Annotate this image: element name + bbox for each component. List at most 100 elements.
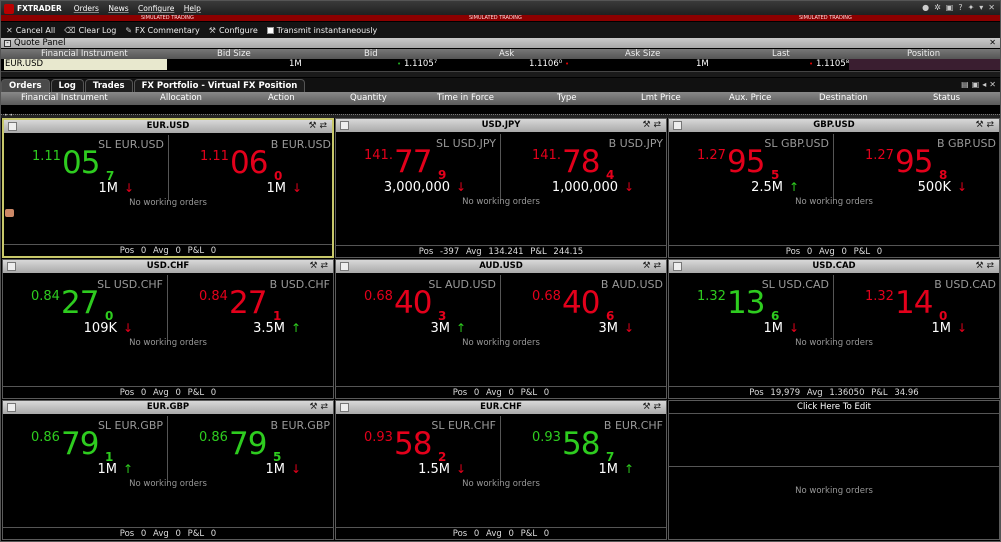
- fx-tile-usd-jpy[interactable]: USD.JPY ⚒ ⇄ SL USD.JPY 141. 77 9 3,000,000 ↓ B U…: [335, 118, 667, 258]
- col-status[interactable]: Status: [933, 93, 961, 103]
- col-type[interactable]: Type: [557, 93, 577, 103]
- swap-icon[interactable]: ⇄: [653, 402, 661, 412]
- sell-price-button[interactable]: SL GBP.USD 1.27 95 5 2.5M ↑: [669, 134, 834, 199]
- tab-orders[interactable]: Orders: [1, 79, 50, 92]
- col-ask[interactable]: Ask: [499, 49, 515, 59]
- sell-price-button[interactable]: SL EUR.USD 1.11 05 7 1M ↓: [4, 135, 169, 200]
- col-bid[interactable]: Bid: [364, 49, 378, 59]
- empty-tile[interactable]: Click Here To Edit No working orders: [668, 400, 1000, 540]
- pin-icon[interactable]: ✦: [967, 3, 975, 12]
- quote-instrument[interactable]: EUR.USD: [4, 59, 167, 70]
- wrench-icon[interactable]: ⚒: [309, 261, 321, 271]
- quote-bid[interactable]: 1.1105⁷: [404, 59, 438, 69]
- sell-price-button[interactable]: SL USD.CHF 0.84 27 0 109K ↓: [3, 275, 168, 340]
- lock-icon[interactable]: ▣: [945, 3, 954, 12]
- col-destination[interactable]: Destination: [819, 93, 868, 103]
- quote-row[interactable]: EUR.USD 1M • 1.1105⁷ 1.1106⁰ • 1M • 1.11…: [1, 59, 1000, 70]
- fx-tile-usd-cad[interactable]: USD.CAD ⚒ ⇄ SL USD.CAD 1.32 13 6 1M ↓ B USD.CAD 1…: [668, 259, 1000, 399]
- wrench-icon[interactable]: ⚒: [308, 121, 320, 131]
- col-aux-price[interactable]: Aux. Price: [729, 93, 772, 103]
- quote-ask[interactable]: 1.1106⁰: [529, 59, 563, 69]
- wrench-icon[interactable]: ⚒: [975, 120, 987, 130]
- buy-price-button[interactable]: B USD.CAD 1.32 14 0 1M ↓: [835, 275, 999, 340]
- clear-log-button[interactable]: ⌫ Clear Log: [64, 26, 116, 35]
- chevron-down-icon[interactable]: ▾: [979, 3, 984, 12]
- swap-icon[interactable]: ⇄: [319, 121, 327, 131]
- sell-price-button[interactable]: SL EUR.GBP 0.86 79 1 1M ↑: [3, 416, 168, 481]
- wrench-icon[interactable]: ⚒: [642, 120, 654, 130]
- tab-log[interactable]: Log: [50, 79, 84, 92]
- buy-price-button[interactable]: B GBP.USD 1.27 95 8 500K ↓: [835, 134, 999, 199]
- currency-icon[interactable]: [340, 403, 349, 412]
- sell-price-button[interactable]: SL AUD.USD 0.68 40 3 3M ↑: [336, 275, 501, 340]
- lock-icon[interactable]: ▣: [971, 80, 980, 89]
- wrench-icon[interactable]: ⚒: [309, 402, 321, 412]
- menu-news[interactable]: News: [108, 4, 129, 13]
- tab-fx-portfolio[interactable]: FX Portfolio - Virtual FX Position: [133, 79, 306, 92]
- fx-tile-eur-usd[interactable]: EUR.USD ⚒ ⇄ SL EUR.USD 1.11 05 7 1M ↓ B EUR.USD 1…: [2, 118, 334, 258]
- currency-icon[interactable]: [340, 121, 349, 130]
- fx-tile-usd-chf[interactable]: USD.CHF ⚒ ⇄ SL USD.CHF 0.84 27 0 109K ↓ B USD.CH…: [2, 259, 334, 399]
- link-icon[interactable]: ●: [922, 3, 930, 12]
- currency-icon[interactable]: [8, 122, 17, 131]
- col-ask-size[interactable]: Ask Size: [625, 49, 661, 59]
- currency-icon[interactable]: [7, 403, 16, 412]
- close-icon[interactable]: ✕: [989, 38, 996, 47]
- wrench-icon[interactable]: ⚒: [975, 261, 987, 271]
- swap-icon[interactable]: ⇄: [986, 120, 994, 130]
- swap-icon[interactable]: ⇄: [320, 261, 328, 271]
- buy-price-button[interactable]: B AUD.USD 0.68 40 6 3M ↓: [502, 275, 666, 340]
- fx-tile-gbp-usd[interactable]: GBP.USD ⚒ ⇄ SL GBP.USD 1.27 95 5 2.5M ↑ B GBP.US…: [668, 118, 1000, 258]
- buy-price-button[interactable]: B USD.CHF 0.84 27 1 3.5M ↑: [169, 275, 333, 340]
- col-last[interactable]: Last: [772, 49, 790, 59]
- expand-icon[interactable]: ◂: [982, 80, 987, 89]
- transmit-checkbox[interactable]: Transmit instantaneously: [266, 26, 377, 35]
- swap-icon[interactable]: ⇄: [653, 261, 661, 271]
- configure-button[interactable]: ⚒ Configure: [209, 26, 258, 35]
- gear-icon[interactable]: ✲: [934, 3, 941, 12]
- col-instrument[interactable]: Financial Instrument: [41, 49, 128, 59]
- col-financial-instrument[interactable]: Financial Instrument: [21, 93, 108, 103]
- buy-price-button[interactable]: B EUR.CHF 0.93 58 7 1M ↑: [502, 416, 666, 481]
- menu-help[interactable]: Help: [183, 4, 201, 13]
- panel-separator[interactable]: [1, 71, 1000, 77]
- wrench-icon[interactable]: ⚒: [642, 402, 654, 412]
- sell-price-button[interactable]: SL USD.JPY 141. 77 9 3,000,000 ↓: [336, 134, 501, 199]
- tab-trades[interactable]: Trades: [84, 79, 133, 92]
- buy-price-button[interactable]: B EUR.GBP 0.86 79 5 1M ↓: [169, 416, 333, 481]
- fx-commentary-button[interactable]: ✎ FX Commentary: [125, 26, 199, 35]
- menu-configure[interactable]: Configure: [138, 4, 175, 13]
- menu-orders[interactable]: Orders: [73, 4, 99, 13]
- col-allocation[interactable]: Allocation: [160, 93, 202, 103]
- help-icon[interactable]: ?: [958, 3, 963, 12]
- swap-icon[interactable]: ⇄: [653, 120, 661, 130]
- side-panel-icon[interactable]: [5, 209, 14, 217]
- fx-tile-eur-chf[interactable]: EUR.CHF ⚒ ⇄ SL EUR.CHF 0.93 58 2 1.5M ↓ B EUR.CH…: [335, 400, 667, 540]
- col-position[interactable]: Position: [907, 49, 941, 59]
- currency-icon[interactable]: [340, 262, 349, 271]
- buy-price-button[interactable]: B USD.JPY 141. 78 4 1,000,000 ↓: [502, 134, 666, 199]
- collapse-icon[interactable]: -: [4, 40, 11, 47]
- wrench-icon[interactable]: ⚒: [642, 261, 654, 271]
- swap-icon[interactable]: ⇄: [320, 402, 328, 412]
- col-bid-size[interactable]: Bid Size: [217, 49, 251, 59]
- page-icon[interactable]: ▤: [961, 80, 969, 89]
- click-here-to-edit[interactable]: Click Here To Edit: [669, 401, 999, 414]
- currency-icon[interactable]: [673, 121, 682, 130]
- col-action[interactable]: Action: [268, 93, 295, 103]
- col-lmt-price[interactable]: Lmt Price: [641, 93, 681, 103]
- buy-price-button[interactable]: B EUR.USD 1.11 06 0 1M ↓: [170, 135, 332, 200]
- orders-splitter[interactable]: • •: [1, 112, 1000, 119]
- cancel-all-button[interactable]: ✕ Cancel All: [6, 26, 55, 35]
- fx-tile-aud-usd[interactable]: AUD.USD ⚒ ⇄ SL AUD.USD 0.68 40 3 3M ↑ B AUD.USD 0…: [335, 259, 667, 399]
- currency-icon[interactable]: [7, 262, 16, 271]
- col-quantity[interactable]: Quantity: [350, 93, 387, 103]
- currency-icon[interactable]: [673, 262, 682, 271]
- col-time-in-force[interactable]: Time in Force: [437, 93, 494, 103]
- fx-tile-eur-gbp[interactable]: EUR.GBP ⚒ ⇄ SL EUR.GBP 0.86 79 1 1M ↑ B EUR.GBP 0…: [2, 400, 334, 540]
- close-icon[interactable]: ✕: [988, 3, 995, 12]
- swap-icon[interactable]: ⇄: [986, 261, 994, 271]
- sell-price-button[interactable]: SL USD.CAD 1.32 13 6 1M ↓: [669, 275, 834, 340]
- sell-price-button[interactable]: SL EUR.CHF 0.93 58 2 1.5M ↓: [336, 416, 501, 481]
- close-icon[interactable]: ✕: [989, 80, 996, 89]
